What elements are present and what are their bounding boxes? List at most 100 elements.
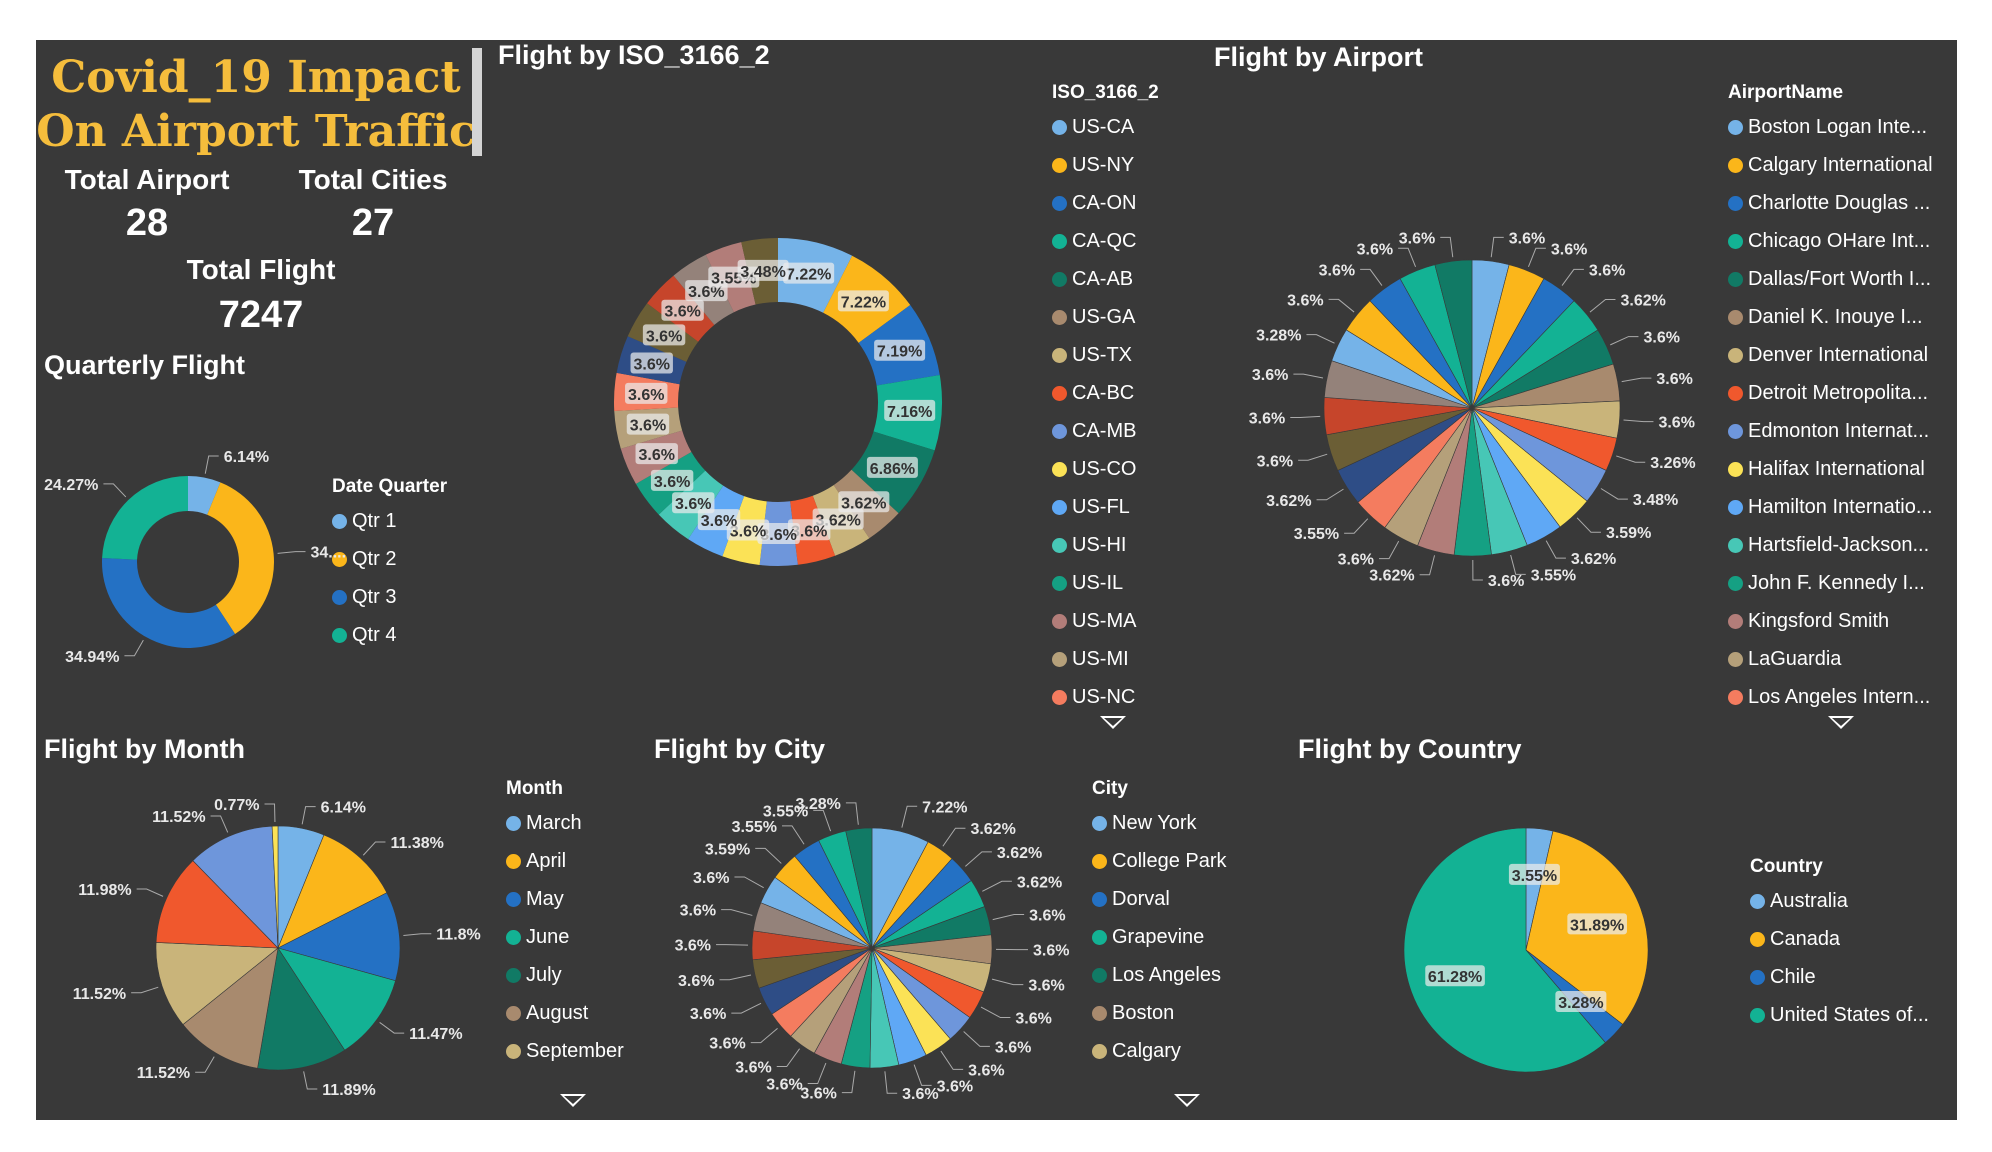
legend-color-dot-icon xyxy=(1728,461,1743,477)
legend-color-dot-icon xyxy=(506,853,521,869)
month-leader-line xyxy=(403,933,432,937)
iso-legend-label: US-NY xyxy=(1072,153,1135,176)
legend-color-dot-icon xyxy=(1052,309,1067,325)
month-legend-item[interactable]: July xyxy=(506,956,624,994)
airport-legend-item[interactable]: Dallas/Fort Worth I... xyxy=(1728,260,1933,298)
country-legend-item[interactable]: United States of... xyxy=(1750,996,1929,1034)
iso-legend-item[interactable]: US-HI xyxy=(1052,526,1159,564)
iso-data-label-bg xyxy=(635,443,678,465)
iso-legend-item[interactable]: US-NY xyxy=(1052,146,1159,184)
legend-color-dot-icon xyxy=(1052,461,1067,477)
iso-legend-item[interactable]: US-NC xyxy=(1052,678,1159,716)
city-legend-item[interactable]: Los Angeles xyxy=(1092,956,1227,994)
quarterly-legend-item[interactable]: Qtr 3 xyxy=(332,578,447,616)
iso-legend-item[interactable]: CA-BC xyxy=(1052,374,1159,412)
iso-legend-item[interactable]: US-CA xyxy=(1052,108,1159,146)
city-legend-item[interactable]: New York xyxy=(1092,804,1227,842)
quarterly-legend-item[interactable]: Qtr 2 xyxy=(332,540,447,578)
iso-legend-item[interactable]: CA-ON xyxy=(1052,184,1159,222)
city-legend-label: Calgary xyxy=(1112,1039,1181,1062)
legend-color-dot-icon xyxy=(1092,815,1107,831)
airport-legend-item[interactable]: Charlotte Douglas ... xyxy=(1728,184,1933,222)
quarterly-legend-item[interactable]: Qtr 1 xyxy=(332,502,447,540)
airport-legend-item[interactable]: John F. Kennedy I... xyxy=(1728,564,1933,602)
iso-legend-item[interactable]: US-IL xyxy=(1052,564,1159,602)
total-flight-value: 7247 xyxy=(218,294,304,336)
airport-legend-item[interactable]: Hartsfield-Jackson... xyxy=(1728,526,1933,564)
airport-legend-item[interactable]: Edmonton Internat... xyxy=(1728,412,1933,450)
airport-legend-item[interactable]: Los Angeles Intern... xyxy=(1728,678,1933,716)
iso-legend-item[interactable]: US-GA xyxy=(1052,298,1159,336)
country-slice[interactable] xyxy=(1403,827,1606,1073)
airport-legend-item[interactable]: Daniel K. Inouye I... xyxy=(1728,298,1933,336)
airport-legend-item[interactable]: Halifax International xyxy=(1728,450,1933,488)
city-legend-item[interactable]: College Park xyxy=(1092,842,1227,880)
country-legend-item[interactable]: Chile xyxy=(1750,958,1929,996)
iso-legend-item[interactable]: US-CO xyxy=(1052,450,1159,488)
airport-legend-item[interactable]: Chicago OHare Int... xyxy=(1728,222,1933,260)
month-slice[interactable] xyxy=(257,947,346,1071)
airport-legend-item[interactable]: Hamilton Internatio... xyxy=(1728,488,1933,526)
month-slice[interactable] xyxy=(155,942,279,1025)
month-legend-item[interactable]: March xyxy=(506,804,624,842)
city-slice[interactable] xyxy=(845,827,873,949)
month-data-label: 6.14% xyxy=(321,800,366,817)
city-legend-more-icon[interactable] xyxy=(1174,1094,1200,1107)
iso-data-label-bg xyxy=(837,290,889,312)
iso-legend-item[interactable]: CA-AB xyxy=(1052,260,1159,298)
country-data-label-bg xyxy=(1425,965,1485,987)
iso-legend-item[interactable]: US-TX xyxy=(1052,336,1159,374)
month-slice[interactable] xyxy=(192,825,279,949)
country-legend-item[interactable]: Canada xyxy=(1750,920,1929,958)
month-legend-more-icon[interactable] xyxy=(560,1094,586,1107)
airport-slice[interactable] xyxy=(1434,259,1473,409)
airport-legend-item[interactable]: Kingsford Smith xyxy=(1728,602,1933,640)
airport-legend-item[interactable]: Denver International xyxy=(1728,336,1933,374)
iso-legend-label: US-FL xyxy=(1072,495,1130,518)
quarterly-legend-item[interactable]: Qtr 4 xyxy=(332,616,447,654)
month-slice[interactable] xyxy=(277,947,396,1051)
month-legend-item[interactable]: April xyxy=(506,842,624,880)
airport-data-label: 3.28% xyxy=(1256,328,1301,345)
month-slice[interactable] xyxy=(271,825,279,949)
month-slice[interactable] xyxy=(277,892,401,982)
iso-data-label: 7.22% xyxy=(786,267,831,284)
month-legend-item[interactable]: June xyxy=(506,918,624,956)
iso-data-label: 3.6% xyxy=(688,284,724,301)
month-slice[interactable] xyxy=(155,860,279,949)
iso-legend-item[interactable]: CA-MB xyxy=(1052,412,1159,450)
quarterly-slice[interactable] xyxy=(188,476,221,515)
airport-legend-item[interactable]: Boston Logan Inte... xyxy=(1728,108,1933,146)
airport-legend-item[interactable]: LaGuardia xyxy=(1728,640,1933,678)
month-legend-item[interactable]: August xyxy=(506,994,624,1032)
month-slice[interactable] xyxy=(182,947,279,1069)
iso-legend-more-icon[interactable] xyxy=(1100,716,1126,729)
city-data-label: 3.55% xyxy=(732,819,777,836)
month-slice[interactable] xyxy=(277,834,388,949)
airport-legend-label: Hamilton Internatio... xyxy=(1748,495,1933,518)
airport-legend-label: Charlotte Douglas ... xyxy=(1748,191,1931,214)
month-legend-item[interactable]: September xyxy=(506,1032,624,1070)
iso-legend-item[interactable]: US-FL xyxy=(1052,488,1159,526)
iso-data-label: 3.6% xyxy=(760,527,796,544)
iso-legend-item[interactable]: US-MA xyxy=(1052,602,1159,640)
airport-legend-item[interactable]: Calgary International xyxy=(1728,146,1933,184)
country-legend-item[interactable]: Australia xyxy=(1750,882,1929,920)
legend-color-dot-icon xyxy=(1728,423,1743,439)
city-data-label: 3.6% xyxy=(693,870,729,887)
city-legend-item[interactable]: Boston xyxy=(1092,994,1227,1032)
legend-color-dot-icon xyxy=(1728,233,1743,249)
airport-legend-more-icon[interactable] xyxy=(1828,716,1854,729)
city-legend-item[interactable]: Calgary xyxy=(1092,1032,1227,1070)
city-legend-item[interactable]: Grapevine xyxy=(1092,918,1227,956)
quarterly-slice[interactable] xyxy=(101,558,236,648)
quarterly-slice[interactable] xyxy=(207,482,274,634)
airport-legend-label: Los Angeles Intern... xyxy=(1748,685,1931,708)
month-legend-item[interactable]: May xyxy=(506,880,624,918)
quarterly-slice[interactable] xyxy=(102,476,188,560)
airport-data-label: 3.6% xyxy=(1357,241,1393,258)
iso-legend-item[interactable]: US-MI xyxy=(1052,640,1159,678)
iso-legend-item[interactable]: CA-QC xyxy=(1052,222,1159,260)
airport-legend-item[interactable]: Detroit Metropolita... xyxy=(1728,374,1933,412)
city-legend-item[interactable]: Dorval xyxy=(1092,880,1227,918)
